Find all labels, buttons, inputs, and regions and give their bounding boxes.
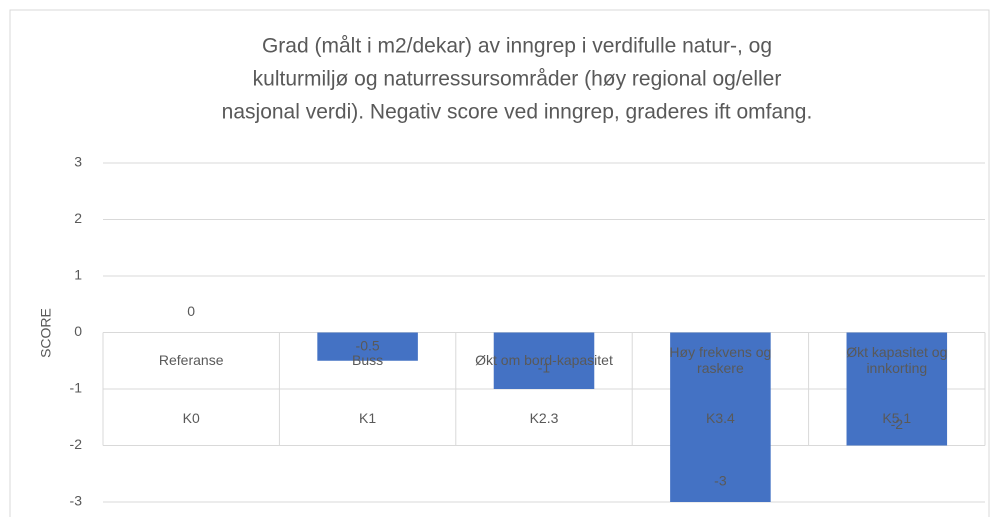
bar (493, 332, 595, 389)
y-axis-label: SCORE (38, 308, 54, 358)
category-group-label: K0 (182, 409, 200, 426)
chart-title: kulturmiljø og naturressursområder (høy … (253, 68, 782, 91)
category-group-label: K5.1 (882, 409, 912, 426)
category-group-label: K3.4 (705, 409, 735, 426)
data-label: 0 (187, 303, 195, 319)
category-label: Buss (352, 351, 384, 368)
chart-title: Grad (målt i m2/dekar) av inngrep i verd… (262, 35, 772, 58)
data-label: -2 (891, 416, 904, 432)
y-tick-label: 1 (74, 267, 82, 283)
y-tick-label: -2 (70, 436, 83, 452)
bar (846, 332, 948, 446)
data-label: -3 (714, 473, 727, 489)
y-tick-label: 3 (74, 154, 82, 170)
y-tick-label: -3 (70, 493, 83, 509)
bar (670, 332, 771, 502)
chart-border (9, 9, 990, 517)
data-label: -0.5 (356, 337, 380, 353)
category-label: Økt kapasitet og innkorting (846, 343, 948, 376)
category-group-label: K2.3 (529, 409, 559, 426)
bar (317, 332, 418, 361)
y-tick-label: -1 (70, 380, 83, 396)
category-label: Høy frekvens og raskere (669, 343, 772, 376)
y-tick-label: 0 (74, 323, 82, 339)
data-label: -1 (538, 360, 551, 376)
category-label: Referanse (158, 351, 224, 368)
category-label: Økt om bord-kapasitet (475, 351, 613, 368)
category-group-label: K1 (359, 409, 377, 426)
y-tick-label: 2 (74, 210, 82, 226)
chart-title: nasjonal verdi). Negativ score ved inngr… (222, 101, 813, 124)
